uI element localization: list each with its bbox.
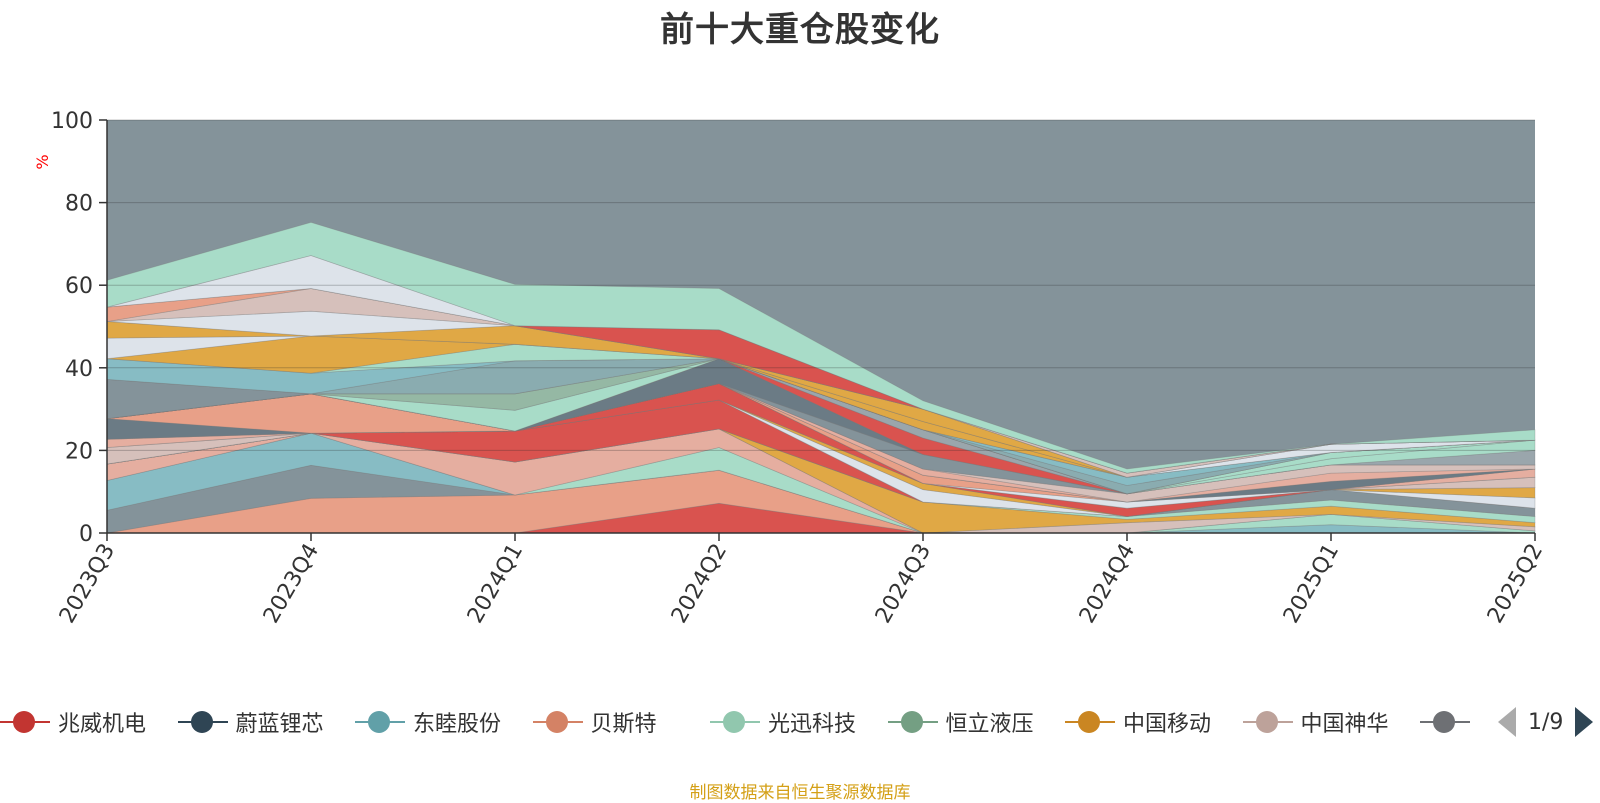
y-tick-label: 0 bbox=[79, 522, 93, 547]
area-series-41 bbox=[106, 221, 1536, 474]
area-series-9 bbox=[106, 428, 1536, 517]
legend-label: 东睦股份 bbox=[413, 712, 502, 737]
x-tick-label: 2025Q2 bbox=[1483, 540, 1548, 628]
chart-plot: 0 20 40 60 80 100% 2023Q3 2023Q4 2024Q1 2024Q2 202… bbox=[33, 109, 1548, 628]
legend-marker-icon bbox=[1420, 710, 1470, 734]
x-tick-label: 2024Q3 bbox=[871, 540, 936, 628]
legend-item[interactable]: 光迅科技 bbox=[710, 700, 856, 744]
legend-marker-icon bbox=[532, 710, 583, 734]
legend-pager: 1/9 bbox=[1498, 700, 1594, 744]
y-tick-label: 40 bbox=[65, 357, 93, 382]
legend-marker-icon bbox=[177, 710, 228, 734]
legend-label: 贝斯特 bbox=[590, 712, 657, 737]
legend: 兆威机电 蔚蓝锂芯 东睦股份 贝斯特 光迅科技 恒立液压 中国移动 中国神华 三环集团 1/9 bbox=[0, 700, 1600, 744]
y-axis-unit: % bbox=[33, 154, 52, 169]
area-series-7 bbox=[106, 428, 1536, 534]
x-tick-label: 2023Q4 bbox=[259, 540, 324, 628]
area-series-8 bbox=[106, 428, 1536, 524]
legend-label: 中国神华 bbox=[1300, 712, 1389, 737]
y-tick-label: 100 bbox=[51, 109, 93, 134]
legend-item[interactable]: 中国移动 bbox=[1065, 700, 1211, 744]
chart-title: 前十大重仓股变化 bbox=[660, 10, 940, 50]
y-tick-label: 80 bbox=[65, 192, 93, 217]
legend-next-arrow-icon[interactable] bbox=[1575, 707, 1594, 737]
legend-label: 蔚蓝锂芯 bbox=[235, 712, 324, 737]
legend-marker-icon bbox=[887, 710, 938, 734]
x-tick-label: 2024Q1 bbox=[463, 540, 528, 628]
legend-item[interactable]: 兆威机电 bbox=[0, 700, 146, 744]
legend-item[interactable]: 东睦股份 bbox=[355, 700, 501, 744]
x-tick-label: 2024Q4 bbox=[1075, 540, 1140, 628]
legend-items: 兆威机电 蔚蓝锂芯 东睦股份 贝斯特 光迅科技 恒立液压 中国移动 中国神华 三环集团 bbox=[0, 700, 1478, 744]
legend-marker-icon bbox=[710, 710, 760, 734]
legend-item[interactable]: 恒立液压 bbox=[887, 700, 1034, 744]
legend-marker-icon bbox=[1065, 710, 1115, 734]
legend-label: 恒立液压 bbox=[945, 712, 1034, 737]
area-series-13 bbox=[106, 399, 1536, 517]
legend-item[interactable]: 中国神华 bbox=[1242, 700, 1389, 744]
x-tick-label: 2025Q1 bbox=[1279, 540, 1344, 628]
area-series-6 bbox=[106, 428, 1536, 534]
y-tick-label: 60 bbox=[65, 274, 93, 299]
legend-label: 兆威机电 bbox=[58, 712, 147, 737]
legend-prev-arrow-icon[interactable] bbox=[1498, 707, 1516, 737]
legend-label: 中国移动 bbox=[1123, 712, 1212, 737]
legend-label: 光迅科技 bbox=[768, 712, 857, 737]
legend-marker-icon bbox=[355, 710, 405, 734]
x-tick-label: 2023Q3 bbox=[55, 540, 120, 628]
legend-item[interactable]: 蔚蓝锂芯 bbox=[177, 700, 324, 744]
legend-page-indicator: 1/9 bbox=[1528, 709, 1564, 735]
legend-item[interactable]: 三环集团 bbox=[1420, 700, 1478, 744]
legend-marker-icon bbox=[1242, 710, 1293, 734]
source-note: 制图数据来自恒生聚源数据库 bbox=[689, 783, 911, 803]
area-series-15 bbox=[106, 383, 1536, 509]
legend-marker-icon bbox=[0, 710, 50, 734]
y-tick-label: 20 bbox=[65, 439, 93, 464]
legend-item[interactable]: 贝斯特 bbox=[532, 700, 657, 744]
x-tick-label: 2024Q2 bbox=[667, 540, 732, 628]
